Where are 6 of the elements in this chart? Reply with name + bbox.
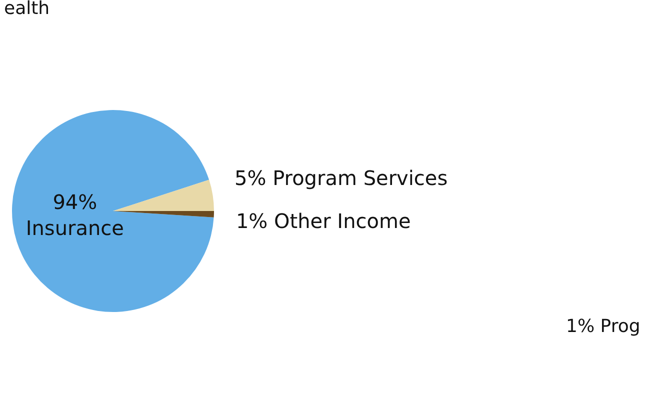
slice-label: 1% Other Income [236, 209, 411, 234]
text: 1% Prog [566, 316, 640, 337]
chart-title: ealth [4, 0, 50, 19]
slice-label: Insurance [26, 216, 124, 240]
slice-label: 5% Program Services [234, 166, 448, 190]
data-label: 94% [52, 190, 98, 214]
